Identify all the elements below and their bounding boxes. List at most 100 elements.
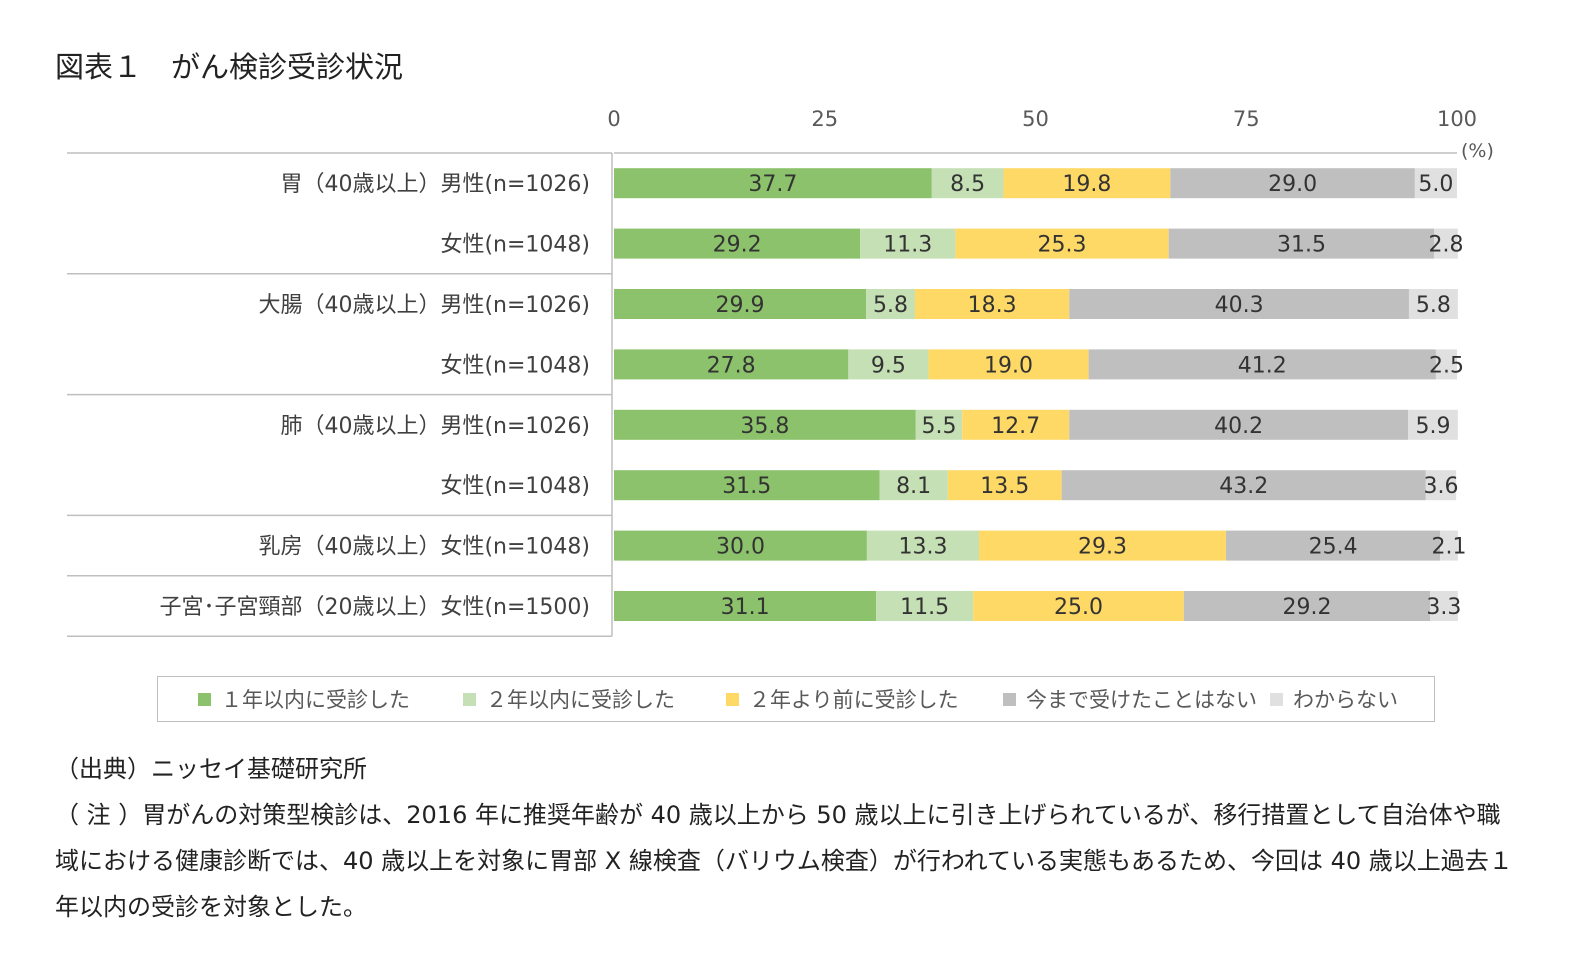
legend-label: わからない [1293, 688, 1398, 712]
data-label: 5.5 [921, 414, 956, 439]
bar-segment-never [1168, 228, 1435, 259]
data-label: 29.2 [1282, 595, 1331, 620]
data-label: 40.2 [1214, 414, 1263, 439]
bar-segment-over-2yr [914, 289, 1070, 319]
data-label: 25.4 [1309, 535, 1358, 560]
legend-item-never: 今まで受けたことはない [1003, 677, 1257, 721]
category-label: 乳房（40歳以上）女性(n=1048) [258, 535, 590, 560]
data-label: 25.3 [1038, 233, 1087, 258]
x-tick-label: 75 [1233, 107, 1260, 131]
bar-segment-over-2yr [947, 470, 1062, 501]
legend-label: ２年より前に受診した [749, 688, 959, 712]
data-label: 31.1 [721, 595, 770, 620]
bar-segment-unknown [1440, 530, 1458, 561]
data-label: 31.5 [1277, 233, 1326, 258]
category-label: 子宮･子宮頸部（20歳以上）女性(n=1500) [159, 595, 590, 620]
bar-segment-over-2yr [962, 409, 1070, 440]
bar-segment-never [1170, 168, 1415, 199]
bar-segment-within-2yr [915, 409, 963, 440]
x-unit-label: (%) [1461, 140, 1494, 162]
bar-segment-unknown [1414, 168, 1457, 199]
chart-title: 図表１ がん検診受診状況 [55, 50, 404, 84]
note-line: （ 注 ）胃がんの対策型検診は、2016 年に推奨年齢が 40 歳以上から 50… [55, 801, 1501, 829]
bar-segment-within-1yr [614, 289, 867, 319]
legend-label: １年以内に受診した [221, 688, 410, 712]
legend-swatch-never [1003, 692, 1016, 706]
data-label: 29.9 [716, 293, 765, 318]
data-label: 8.5 [950, 172, 985, 197]
bar-segment-within-1yr [614, 530, 867, 561]
bar-segment-within-2yr [866, 530, 980, 561]
data-label: 11.5 [900, 595, 949, 620]
bar-segment-over-2yr [1003, 168, 1171, 199]
data-label: 40.3 [1215, 293, 1264, 318]
bar-segment-within-1yr [614, 349, 849, 380]
chart-legend: １年以内に受診した ２年以内に受診した ２年より前に受診した 今まで受けたことは… [157, 676, 1435, 722]
legend-swatch-over-2yr [726, 692, 739, 706]
bar-segment-within-1yr [614, 168, 932, 199]
legend-swatch-unknown [1270, 692, 1283, 706]
data-label: 29.2 [713, 233, 762, 258]
bar-segment-within-1yr [614, 470, 880, 501]
legend-item-within-2yr: ２年以内に受診した [463, 677, 675, 721]
category-label: 胃（40歳以上）男性(n=1026) [280, 172, 590, 197]
bar-segment-unknown [1425, 470, 1457, 501]
category-label: 大腸（40歳以上）男性(n=1026) [258, 293, 590, 318]
data-label: 29.0 [1268, 172, 1317, 197]
data-label: 35.8 [740, 414, 789, 439]
data-label: 5.8 [873, 293, 908, 318]
legend-label: ２年以内に受診した [486, 688, 675, 712]
bar-segment-never [1088, 349, 1436, 380]
bar-segment-within-1yr [614, 409, 916, 440]
bar-segment-within-2yr [931, 168, 1004, 199]
bar-segment-within-1yr [614, 228, 861, 259]
data-label: 2.1 [1431, 535, 1466, 560]
category-label: 女性(n=1048) [440, 474, 590, 499]
data-label: 2.8 [1429, 233, 1464, 258]
x-tick-label: 100 [1437, 107, 1477, 131]
bar-segment-within-2yr [848, 349, 929, 380]
data-label: 13.5 [980, 474, 1029, 499]
data-label: 9.5 [871, 353, 906, 378]
bar-segment-within-2yr [876, 591, 974, 621]
x-tick-label: 25 [811, 107, 838, 131]
data-label: 8.1 [896, 474, 931, 499]
data-label: 2.5 [1429, 353, 1464, 378]
bar-segment-over-2yr [973, 591, 1184, 621]
bar-segment-over-2yr [928, 349, 1089, 380]
data-label: 13.3 [898, 535, 947, 560]
data-label: 3.3 [1426, 595, 1461, 620]
bar-segment-unknown [1435, 349, 1457, 380]
data-label: 19.8 [1062, 172, 1111, 197]
data-label: 31.5 [722, 474, 771, 499]
data-label: 12.7 [991, 414, 1040, 439]
note-line: 年以内の受診を対象とした。 [55, 893, 367, 921]
category-label: 肺（40歳以上）男性(n=1026) [280, 414, 590, 439]
bar-segment-within-1yr [614, 591, 877, 621]
bar-segment-unknown [1408, 409, 1458, 440]
data-label: 19.0 [984, 353, 1033, 378]
bar-segment-within-2yr [860, 228, 956, 259]
legend-item-unknown: わからない [1270, 677, 1398, 721]
data-label: 5.0 [1418, 172, 1453, 197]
data-label: 11.3 [883, 233, 932, 258]
data-label: 3.6 [1423, 474, 1458, 499]
bar-segment-unknown [1408, 289, 1458, 319]
bar-segment-never [1183, 591, 1431, 621]
bar-segment-never [1061, 470, 1426, 501]
legend-label: 今まで受けたことはない [1026, 688, 1257, 712]
data-label: 18.3 [968, 293, 1017, 318]
bar-segment-within-2yr [866, 289, 915, 319]
bar-segment-never [1069, 409, 1409, 440]
data-label: 37.7 [748, 172, 797, 197]
bar-segment-unknown [1434, 228, 1458, 259]
legend-item-within-1yr: １年以内に受診した [198, 677, 410, 721]
data-label: 43.2 [1219, 474, 1268, 499]
data-label: 30.0 [716, 535, 765, 560]
data-label: 27.8 [707, 353, 756, 378]
stacked-bar-chart: 0 25 50 75 100 (%) 胃（40歳以上）男性(n=1026) 37.7 8.5 19… [67, 107, 1494, 637]
source-note: （出典）ニッセイ基礎研究所 [55, 755, 367, 783]
category-label: 女性(n=1048) [440, 353, 590, 378]
x-tick-label: 50 [1022, 107, 1049, 131]
data-label: 41.2 [1238, 353, 1287, 378]
